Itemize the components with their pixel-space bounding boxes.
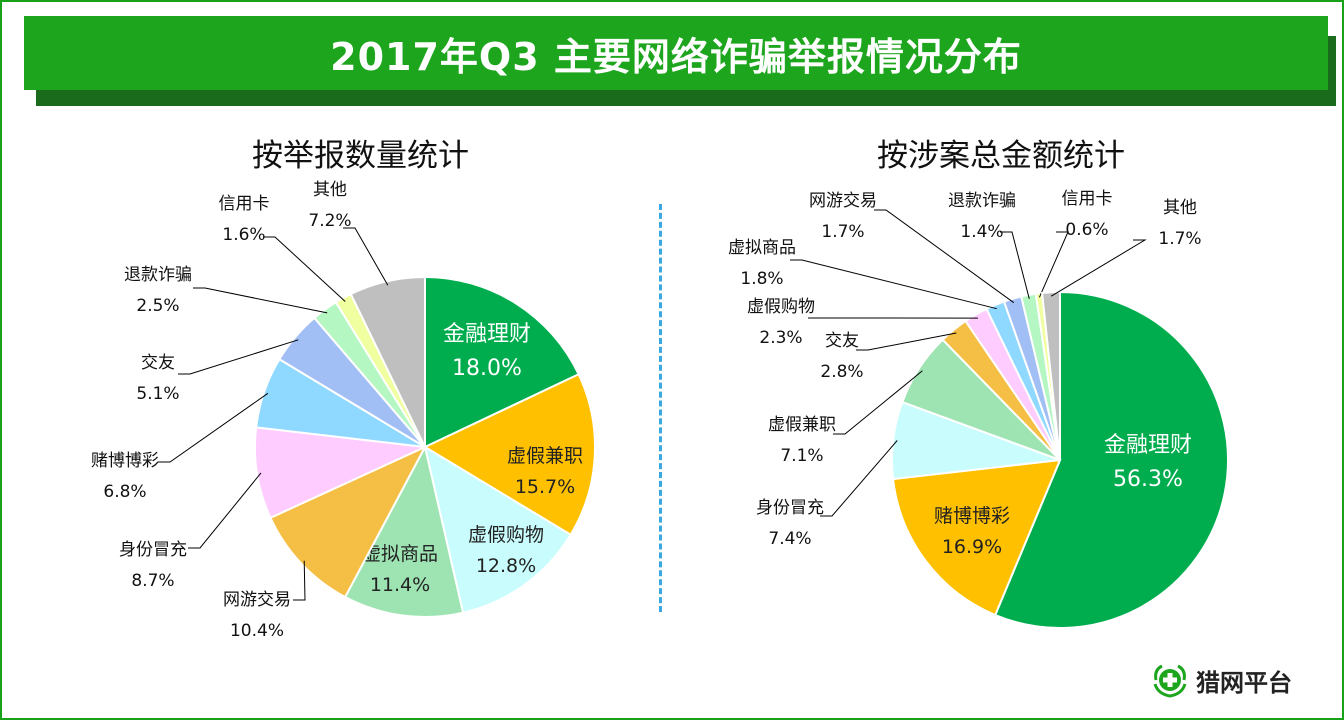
pie-slice — [343, 444, 465, 618]
slice-label: 信用卡 — [219, 194, 270, 214]
slice-value-label: 2.8% — [820, 362, 863, 382]
slice-label: 金融理财 — [1104, 433, 1192, 458]
slice-label: 虚拟商品 — [728, 238, 796, 258]
slice-label: 退款诈骗 — [948, 191, 1016, 211]
slice-label: 金融理财 — [443, 322, 531, 347]
logo: 猎网平台 — [1150, 660, 1292, 700]
pie-slice — [424, 275, 580, 449]
pie-slice — [1040, 290, 1061, 461]
chart-divider — [659, 204, 662, 612]
slice-label: 退款诈骗 — [124, 265, 192, 285]
slice-label: 赌博博彩 — [91, 451, 159, 471]
slice-value-label: 1.6% — [222, 225, 265, 245]
slice-label: 虚假购物 — [468, 524, 544, 546]
pie-slice — [269, 444, 428, 599]
pie-chart-1: 金融理财 18.0% 虚假兼职 15.7% 虚假购物 12.8% 虚拟商品 11.4% 网游交易… — [91, 180, 596, 641]
leader-line — [158, 392, 269, 463]
slice-label: 信用卡 — [1062, 189, 1113, 209]
pie-slice — [349, 275, 426, 448]
slice-value-label: 15.7% — [515, 476, 575, 498]
left-chart-title: 按举报数量统计 — [252, 138, 469, 174]
slice-value-label: 10.4% — [230, 621, 284, 641]
slice-label: 虚拟商品 — [362, 543, 438, 565]
slice-value-label: 6.8% — [103, 482, 146, 502]
slice-value-label: 5.1% — [136, 384, 179, 404]
slice-label: 虚假兼职 — [507, 445, 583, 467]
leader-line — [193, 287, 328, 314]
slice-label: 赌博博彩 — [934, 505, 1010, 527]
leader-line — [1000, 231, 1030, 300]
pie-slice — [422, 372, 596, 537]
slice-label: 交友 — [141, 353, 175, 373]
leader-line — [856, 332, 957, 351]
slice-label: 虚假购物 — [747, 297, 815, 317]
leader-line — [790, 259, 997, 310]
slice-value-label: 1.7% — [821, 222, 864, 242]
slice-value-label: 7.4% — [768, 529, 811, 549]
slice-value-label: 11.4% — [370, 574, 430, 596]
pie-chart-2: 金融理财 56.3% 赌博博彩 16.9% 身份冒充 7.4% 虚假兼职 7.1% 交友 2.8%… — [728, 189, 1229, 629]
leader-line — [1050, 239, 1147, 297]
slice-value-label: 7.2% — [308, 211, 351, 231]
right-chart-title: 按涉案总金额统计 — [877, 138, 1125, 174]
leader-line — [1038, 231, 1069, 298]
slice-value-label: 12.8% — [476, 555, 536, 577]
slice-value-label: 8.7% — [131, 571, 174, 591]
slice-value-label: 56.3% — [1113, 467, 1183, 492]
slice-label: 网游交易 — [223, 590, 291, 610]
slice-label: 身份冒充 — [119, 540, 187, 560]
leader-line — [874, 209, 1015, 304]
leader-line — [263, 236, 346, 302]
leader-line — [833, 370, 923, 435]
slice-label: 交友 — [825, 331, 859, 351]
slice-value-label: 1.4% — [960, 222, 1003, 242]
slice-value-label: 16.9% — [942, 536, 1002, 558]
slice-label: 其他 — [313, 180, 347, 200]
pie-slice — [891, 458, 1062, 617]
slice-value-label: 0.6% — [1065, 220, 1108, 240]
slice-value-label: 18.0% — [452, 356, 522, 381]
slice-value-label: 1.8% — [740, 269, 783, 289]
leader-line — [820, 440, 898, 517]
pie-slice — [993, 290, 1229, 629]
leader-line — [343, 227, 389, 286]
pie-slice — [253, 426, 429, 520]
page-title: 2017年Q3 主要网络诈骗举报情况分布 — [330, 34, 1022, 79]
slice-value-label: 7.1% — [780, 446, 823, 466]
pie-slice — [423, 444, 572, 614]
slice-label: 网游交易 — [809, 191, 877, 211]
leader-line — [178, 339, 299, 375]
cross-shield-icon — [1153, 664, 1187, 698]
logo-text: 猎网平台 — [1196, 668, 1292, 697]
title-banner: 2017年Q3 主要网络诈骗举报情况分布 — [24, 16, 1328, 90]
leader-line — [293, 560, 306, 601]
slice-label: 身份冒充 — [756, 498, 824, 518]
slice-label: 其他 — [1163, 198, 1197, 218]
slice-label: 虚假兼职 — [768, 415, 836, 435]
slice-value-label: 2.3% — [759, 328, 802, 348]
slice-value-label: 2.5% — [136, 296, 179, 316]
slice-value-label: 1.7% — [1158, 229, 1201, 249]
leader-line — [188, 472, 262, 549]
